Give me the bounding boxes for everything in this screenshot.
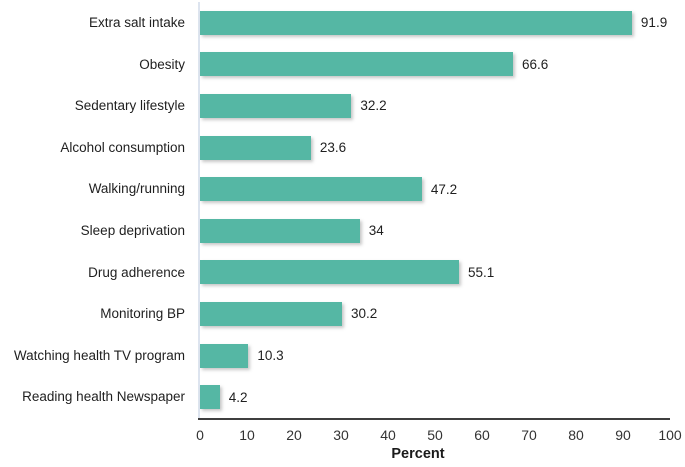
value-label: 91.9	[640, 15, 668, 31]
category-label: Reading health Newspaper	[22, 389, 185, 405]
x-tick-label: 60	[474, 427, 490, 443]
bar	[200, 343, 249, 368]
plot-area: Extra salt intake 91.9 Obesity 66.6 Sedentar…	[0, 2, 669, 418]
bar-track: 91.9	[198, 2, 670, 44]
bar-track: 30.2	[198, 293, 670, 335]
bar	[200, 135, 311, 160]
category-label: Sleep deprivation	[80, 223, 185, 238]
value-label: 23.6	[319, 140, 347, 156]
bar	[200, 385, 220, 410]
x-tick-label: 20	[286, 427, 302, 443]
category-label: Monitoring BP	[100, 306, 185, 322]
bar	[200, 177, 422, 202]
x-tick-label: 40	[380, 427, 396, 443]
value-label: 66.6	[522, 56, 549, 72]
x-tick-label: 0	[196, 427, 204, 443]
category-label: Walking/running	[88, 181, 185, 197]
x-tick-label: 30	[333, 427, 349, 443]
x-tick-label: 70	[521, 427, 537, 443]
value-label: 55.1	[467, 264, 495, 280]
bar-track: 55.1	[198, 251, 670, 294]
x-tick-label: 80	[568, 427, 584, 443]
bar-row: Walking/running 47.2	[0, 168, 669, 210]
value-label: 34	[368, 223, 384, 239]
bar-track: 10.3	[198, 334, 670, 377]
value-label: 4.2	[228, 389, 248, 405]
category-label: Alcohol consumption	[60, 139, 185, 155]
category-label: Sedentary lifestyle	[74, 98, 185, 114]
category-label: Extra salt intake	[88, 15, 185, 31]
category-label: Obesity	[139, 56, 185, 72]
bar-row: Extra salt intake 91.9	[0, 2, 669, 44]
value-label: 10.3	[257, 348, 284, 364]
bar-track: 66.6	[198, 43, 670, 86]
x-axis-line	[198, 418, 670, 420]
bar	[200, 218, 360, 243]
value-label: 47.2	[430, 181, 458, 197]
bar	[200, 52, 514, 77]
bar-row: Monitoring BP 30.2	[0, 293, 669, 335]
bar-row: Drug adherence 55.1	[0, 251, 670, 294]
bar-row: Watching health TV program 10.3	[0, 334, 670, 377]
bar-track: 23.6	[198, 126, 670, 169]
bar-track: 4.2	[198, 376, 670, 418]
category-label: Drug adherence	[88, 264, 185, 280]
bar-row: Reading health Newspaper 4.2	[0, 376, 669, 418]
bar-row: Obesity 66.6	[0, 43, 670, 86]
bar-row: Sedentary lifestyle 32.2	[0, 85, 669, 127]
category-label: Watching health TV program	[13, 347, 185, 363]
bar	[200, 260, 459, 285]
x-tick-label: 10	[239, 427, 255, 443]
bar	[200, 10, 632, 35]
value-label: 32.2	[360, 98, 387, 114]
bar-track: 32.2	[198, 85, 670, 127]
x-tick-label: 50	[427, 427, 443, 443]
bar	[200, 301, 342, 326]
x-axis-title: Percent	[391, 446, 445, 462]
x-tick-label: 90	[615, 427, 631, 443]
bar	[200, 93, 352, 118]
value-label: 30.2	[350, 306, 378, 322]
x-tick-label: 100	[658, 427, 682, 443]
bar-row: Sleep deprivation 34	[0, 209, 670, 252]
bar-row: Alcohol consumption 23.6	[0, 126, 670, 169]
x-axis-ticks: 0 10 20 30 40 50 60 70 80 90 100	[196, 427, 682, 445]
bar-track: 47.2	[198, 168, 670, 210]
bar-track: 34	[198, 209, 670, 252]
